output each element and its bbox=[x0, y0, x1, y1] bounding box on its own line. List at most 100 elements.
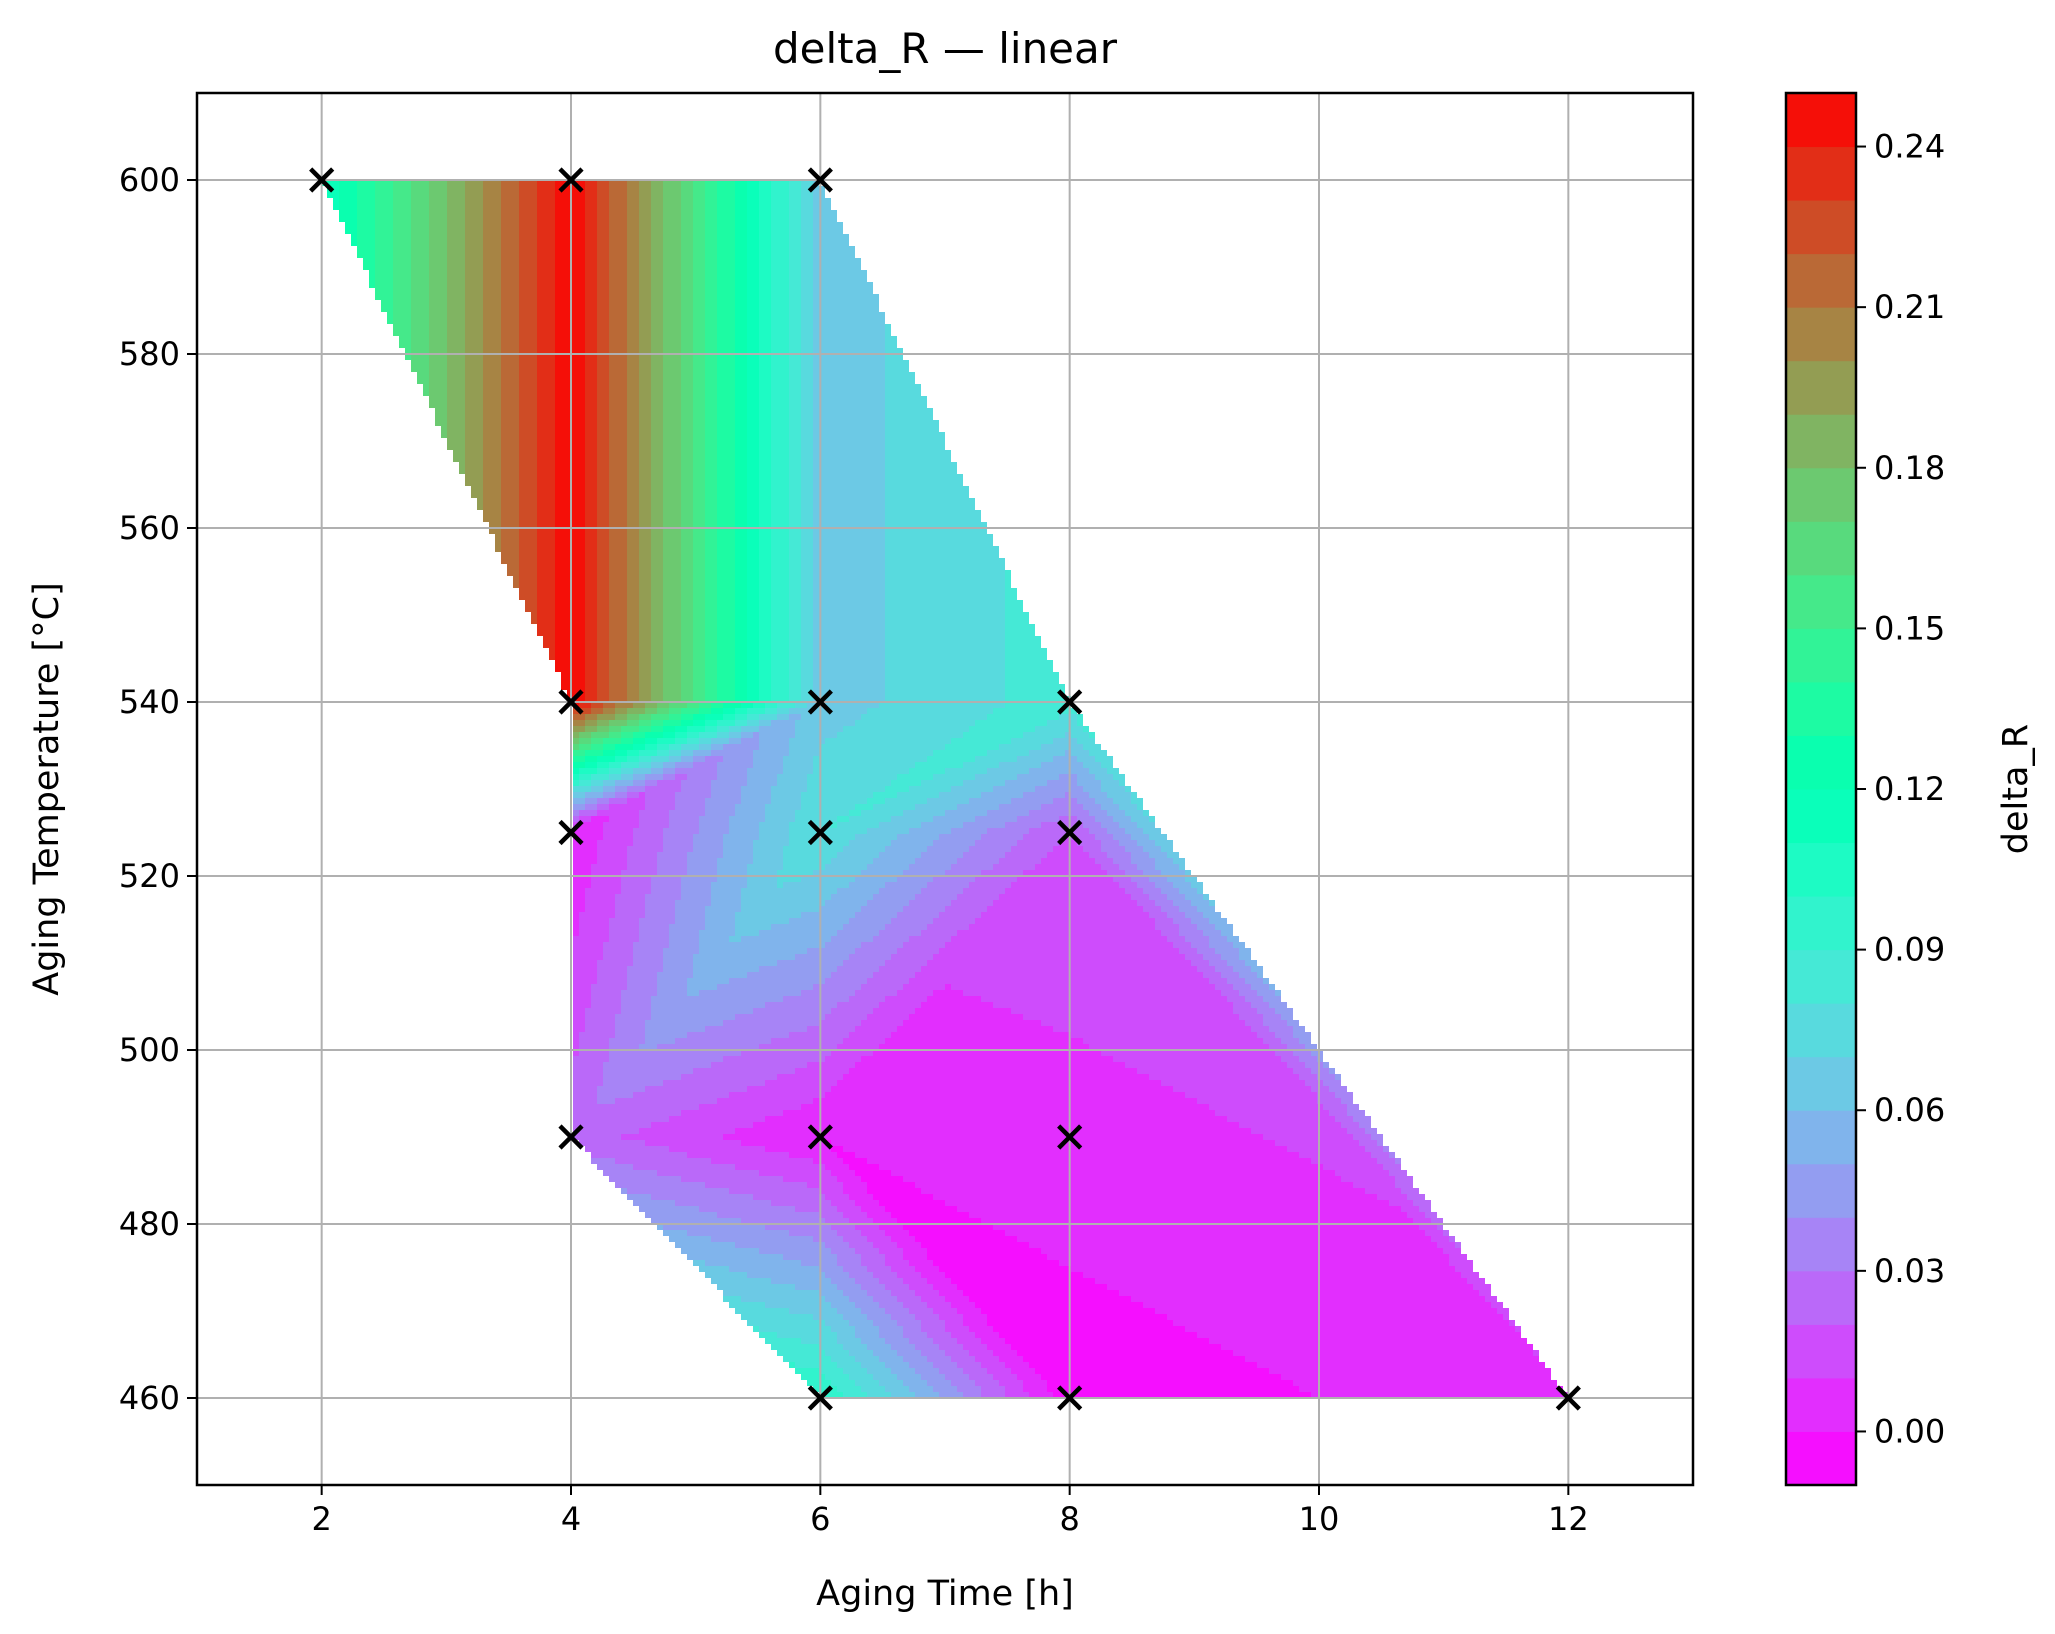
contour-band bbox=[1137, 900, 1155, 906]
contour-band bbox=[1209, 1338, 1527, 1344]
contour-band bbox=[747, 264, 759, 270]
contour-band bbox=[627, 366, 639, 372]
contour-band bbox=[579, 768, 597, 774]
contour-band bbox=[693, 624, 705, 630]
contour-band bbox=[669, 744, 681, 750]
contour-band bbox=[807, 1062, 855, 1068]
contour-band bbox=[1035, 726, 1083, 732]
contour-band bbox=[693, 240, 705, 246]
contour-band bbox=[717, 462, 735, 468]
contour-band bbox=[483, 222, 501, 228]
contour-band bbox=[813, 252, 855, 258]
contour-band bbox=[1101, 1050, 1275, 1056]
contour-band bbox=[627, 1194, 651, 1200]
contour-band bbox=[663, 564, 681, 570]
contour-band bbox=[1149, 912, 1167, 918]
contour-band bbox=[1167, 1314, 1503, 1320]
contour-band bbox=[519, 270, 537, 276]
contour-band bbox=[411, 276, 429, 282]
contour-band bbox=[585, 300, 597, 306]
contour-band bbox=[519, 426, 537, 432]
contour-band bbox=[639, 438, 651, 444]
contour-band bbox=[597, 972, 627, 978]
contour-band bbox=[771, 504, 789, 510]
contour-band bbox=[639, 252, 651, 258]
contour-band bbox=[597, 558, 609, 564]
contour-band bbox=[939, 1314, 963, 1320]
contour-band bbox=[597, 438, 609, 444]
contour-band bbox=[537, 306, 555, 312]
y-tick-label: 540 bbox=[119, 683, 180, 721]
contour-band bbox=[651, 330, 663, 336]
contour-band bbox=[801, 390, 813, 396]
contour-band bbox=[717, 288, 735, 294]
contour-band bbox=[1449, 1236, 1455, 1242]
contour-band bbox=[921, 1296, 945, 1302]
contour-band bbox=[585, 714, 597, 720]
contour-band bbox=[639, 192, 651, 198]
contour-band bbox=[627, 474, 639, 480]
contour-band bbox=[519, 588, 537, 594]
contour-band bbox=[663, 384, 681, 390]
contour-band bbox=[645, 1020, 723, 1026]
contour-band bbox=[663, 552, 681, 558]
contour-band bbox=[717, 426, 735, 432]
contour-band bbox=[1491, 1302, 1503, 1308]
contour-band bbox=[519, 420, 537, 426]
contour-band bbox=[453, 456, 465, 462]
contour-band bbox=[393, 294, 411, 300]
contour-band bbox=[735, 528, 747, 534]
contour-band bbox=[501, 432, 519, 438]
contour-band bbox=[483, 252, 501, 258]
contour-band bbox=[519, 408, 537, 414]
contour-band bbox=[483, 354, 501, 360]
contour-band bbox=[609, 684, 627, 690]
contour-band bbox=[429, 294, 447, 300]
contour-band bbox=[537, 402, 555, 408]
contour-band bbox=[573, 978, 597, 984]
contour-band bbox=[759, 414, 771, 420]
colorbar-band bbox=[1786, 1056, 1856, 1111]
contour-band bbox=[747, 534, 759, 540]
contour-band bbox=[1185, 894, 1203, 900]
colorbar-band bbox=[1786, 1110, 1856, 1165]
contour-band bbox=[1293, 1032, 1311, 1038]
contour-band bbox=[681, 432, 693, 438]
contour-band bbox=[1011, 846, 1053, 852]
contour-band bbox=[675, 738, 687, 744]
contour-band bbox=[375, 204, 393, 210]
contour-band bbox=[639, 1206, 699, 1212]
contour-band bbox=[1179, 930, 1203, 936]
contour-band bbox=[771, 390, 789, 396]
contour-band bbox=[729, 978, 825, 984]
contour-band bbox=[771, 510, 789, 516]
contour-band bbox=[1347, 1104, 1359, 1110]
data-point-marker bbox=[558, 1124, 584, 1150]
contour-band bbox=[1143, 1302, 1491, 1308]
contour-band bbox=[837, 1254, 861, 1260]
contour-band bbox=[579, 924, 609, 930]
contour-band bbox=[585, 438, 597, 444]
contour-band bbox=[429, 192, 447, 198]
contour-band bbox=[693, 1260, 705, 1266]
contour-band bbox=[747, 624, 759, 630]
contour-band bbox=[885, 696, 1005, 702]
contour-band bbox=[519, 222, 537, 228]
contour-band bbox=[597, 210, 609, 216]
contour-band bbox=[1023, 792, 1065, 798]
contour-band bbox=[501, 294, 519, 300]
contour-band bbox=[639, 540, 651, 546]
contour-band bbox=[537, 492, 555, 498]
contour-band bbox=[693, 486, 705, 492]
contour-band bbox=[585, 522, 597, 528]
contour-band bbox=[357, 228, 375, 234]
contour-band bbox=[1005, 1392, 1029, 1398]
contour-band bbox=[693, 600, 705, 606]
contour-band bbox=[747, 636, 759, 642]
contour-band bbox=[915, 1314, 939, 1320]
contour-band bbox=[951, 936, 1167, 942]
contour-band bbox=[573, 1038, 579, 1044]
contour-band bbox=[717, 666, 735, 672]
contour-band bbox=[663, 768, 675, 774]
contour-band bbox=[801, 642, 813, 648]
